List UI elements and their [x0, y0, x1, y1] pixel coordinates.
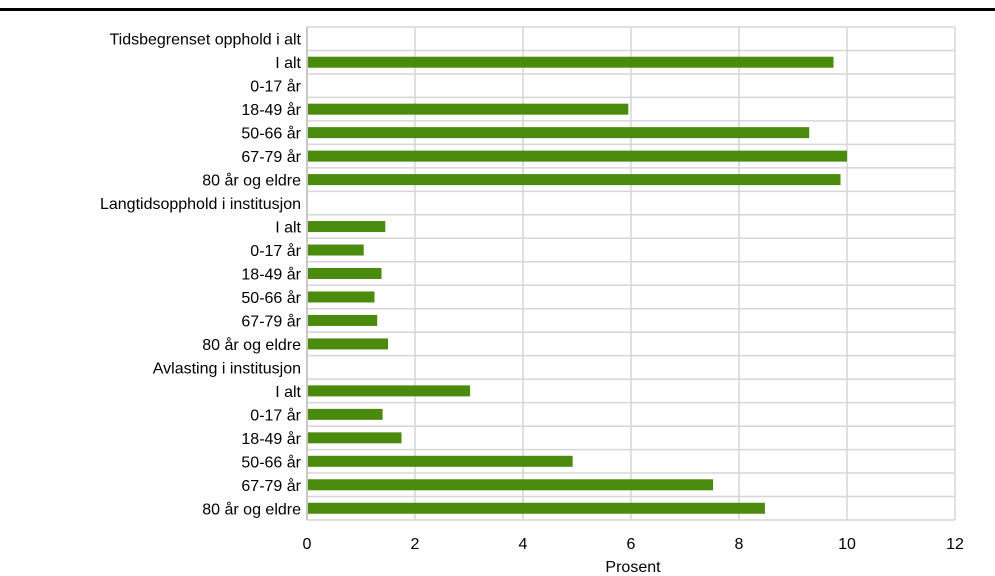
bar [308, 127, 810, 139]
bar [308, 291, 375, 303]
category-label: 0-17 år [250, 78, 301, 96]
bar [308, 432, 402, 444]
bar [308, 385, 471, 397]
category-label: I alt [275, 220, 301, 237]
category-label: 67-79 år [241, 312, 301, 330]
category-label: 0-17 år [250, 406, 301, 424]
bar [308, 174, 841, 186]
bar [308, 502, 765, 514]
bar [308, 455, 573, 467]
category-labels: Tidsbegrenset opphold i alt I alt 0-17 år 1… [100, 32, 302, 519]
bar [308, 408, 383, 420]
x-tick-label: 8 [735, 536, 744, 553]
x-tick-label: 2 [411, 536, 420, 553]
x-tick-label: 4 [519, 536, 528, 553]
category-label: 80 år og eldre [202, 336, 301, 354]
category-label: I alt [275, 55, 301, 72]
category-label: 18-49 år [241, 101, 301, 119]
category-label: 0-17 år [250, 242, 301, 260]
top-rule [0, 0, 995, 24]
bar [308, 338, 388, 350]
bar [308, 221, 386, 233]
category-label: Langtidsopphold i institusjon [100, 196, 301, 213]
bar [308, 244, 364, 256]
category-label: Tidsbegrenset opphold i alt [109, 32, 301, 49]
category-label: 18-49 år [241, 430, 301, 448]
category-label: 67-79 år [241, 477, 301, 495]
bar [308, 268, 382, 279]
category-label: 80 år og eldre [202, 500, 301, 518]
grid-lines [306, 26, 956, 521]
category-label: 18-49 år [241, 266, 301, 284]
x-tick-labels: 0 2 4 6 8 10 12 [303, 536, 964, 553]
category-label: 80 år og eldre [202, 172, 301, 190]
bars [308, 56, 847, 514]
x-tick-label: 0 [303, 536, 312, 553]
category-label: 67-79 år [241, 148, 301, 166]
x-tick-label: 10 [838, 536, 856, 553]
x-tick-label: 12 [946, 536, 964, 553]
category-label: 50-66 år [241, 453, 301, 471]
x-axis-title: Prosent [605, 559, 661, 576]
bar [308, 103, 629, 115]
category-label: 50-66 år [241, 125, 301, 143]
bar [308, 314, 378, 326]
category-label: 50-66 år [241, 289, 301, 307]
bar [308, 56, 834, 68]
bar [308, 150, 847, 162]
category-label: Avlasting i institusjon [153, 360, 301, 377]
bar [308, 479, 714, 491]
category-label: I alt [275, 384, 301, 401]
x-tick-label: 6 [627, 536, 636, 553]
